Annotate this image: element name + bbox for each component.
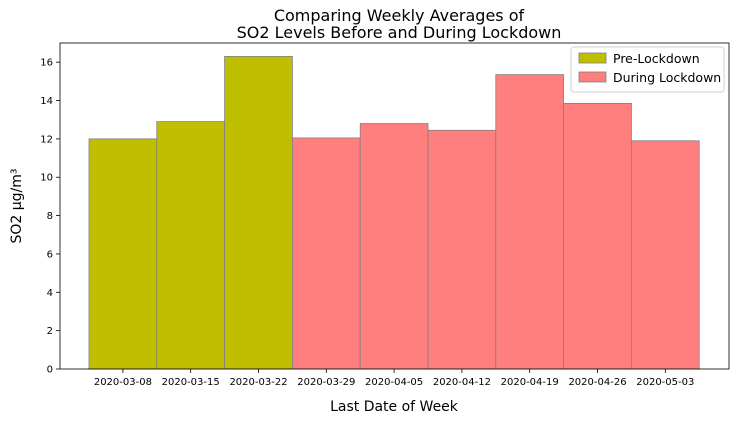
y-tick-label: 2 <box>47 326 53 337</box>
x-tick-label: 2020-03-22 <box>229 377 287 388</box>
bar-2020-04-12 <box>427 129 497 370</box>
y-tick-label: 16 <box>40 58 53 69</box>
x-tick-label: 2020-04-26 <box>568 377 626 388</box>
x-tick-label: 2020-04-12 <box>433 377 491 388</box>
legend-swatch-pre-lockdown <box>578 52 607 64</box>
bar-2020-04-19 <box>495 74 564 370</box>
y-tick-label: 8 <box>47 211 53 222</box>
bar-2020-03-15 <box>156 121 226 370</box>
x-tick-label: 2020-04-05 <box>365 377 423 388</box>
legend-label-pre-lockdown: Pre-Lockdown <box>613 51 700 66</box>
legend-label-during-lockdown: During Lockdown <box>613 70 721 85</box>
x-tick-label: 2020-03-29 <box>297 377 355 388</box>
y-tick-label: 14 <box>40 96 53 107</box>
y-tick-label: 12 <box>40 134 53 145</box>
legend-box <box>570 46 725 93</box>
bar-2020-04-05 <box>359 123 429 370</box>
chart-title: Comparing Weekly Averages of SO2 Levels … <box>237 6 562 42</box>
bar-2020-03-22 <box>224 56 293 370</box>
y-tick-label: 6 <box>47 249 53 260</box>
legend-swatch-during-lockdown <box>578 71 607 83</box>
bar-2020-03-29 <box>291 137 361 370</box>
x-tick-label: 2020-03-15 <box>162 377 220 388</box>
chart-title-line-2: SO2 Levels Before and During Lockdown <box>237 23 562 42</box>
x-tick-label: 2020-05-03 <box>636 377 694 388</box>
bars-layer <box>88 56 700 370</box>
bar-2020-03-08 <box>88 138 158 370</box>
chart-title-line-1: Comparing Weekly Averages of <box>274 6 525 25</box>
y-axis: 0 2 4 6 8 10 12 14 16 <box>40 58 60 376</box>
x-tick-label: 2020-04-19 <box>501 377 559 388</box>
bar-2020-04-26 <box>563 103 632 370</box>
x-axis: 2020-03-08 2020-03-15 2020-03-22 2020-03-29… <box>94 369 694 388</box>
y-tick-label: 10 <box>40 173 53 184</box>
x-axis-label: Last Date of Week <box>330 399 459 415</box>
bar-2020-05-03 <box>631 140 700 370</box>
y-tick-label: 4 <box>47 288 53 299</box>
y-tick-label: 0 <box>47 365 53 376</box>
x-tick-label: 2020-03-08 <box>94 377 152 388</box>
chart-legend: Pre-Lockdown During Lockdown <box>570 46 725 93</box>
y-axis-label: SO2 μg/m³ <box>9 168 25 243</box>
